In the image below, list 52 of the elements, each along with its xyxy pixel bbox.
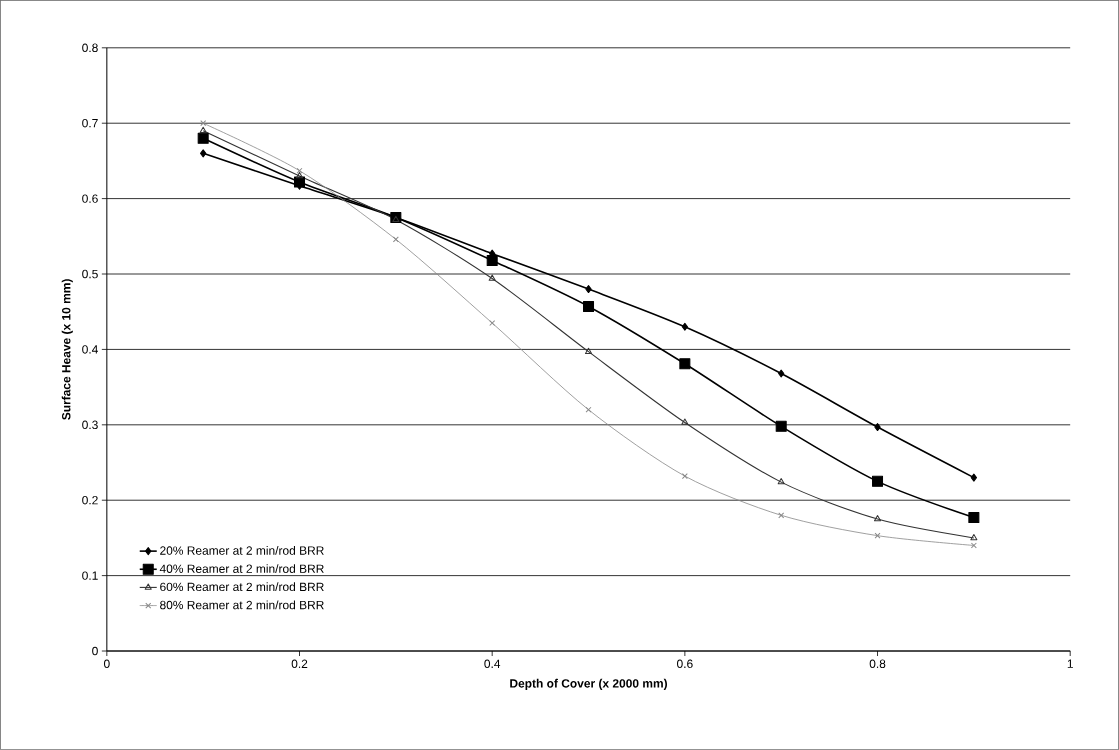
- point: [583, 300, 595, 312]
- legend-label: 60% Reamer at 2 min/rod BRR: [160, 582, 324, 592]
- point: [874, 423, 881, 432]
- point: [775, 420, 787, 432]
- x-tick-label: 0.8: [869, 659, 886, 669]
- point: [296, 167, 303, 174]
- point: [200, 120, 207, 127]
- point: [874, 515, 882, 522]
- point: [488, 274, 496, 281]
- point: [874, 532, 881, 539]
- x-tick-label: 0.4: [484, 659, 501, 669]
- x-tick-label: 0.2: [291, 659, 308, 669]
- point: [970, 533, 978, 541]
- point: [295, 172, 304, 179]
- y-tick-label: 0: [92, 646, 98, 656]
- point: [197, 132, 209, 144]
- y-axis-title: Surface Heave (x 10 mm): [61, 279, 73, 420]
- point: [681, 322, 688, 331]
- point: [585, 285, 592, 294]
- y-tick-label: 0.4: [82, 345, 98, 354]
- point: [200, 149, 207, 158]
- point: [486, 255, 498, 266]
- x-axis-title: Depth of Cover (x 2000 mm): [510, 678, 667, 691]
- x-tick-label: 0: [103, 659, 110, 669]
- y-tick-label: 0.7: [82, 119, 98, 128]
- point: [872, 475, 884, 487]
- point: [199, 126, 207, 134]
- y-tick-label: 0.6: [82, 194, 98, 203]
- x-tick-label: 0.6: [677, 659, 693, 669]
- legend-label: 40% Reamer at 2 min/rod BRR: [159, 564, 324, 574]
- point: [778, 512, 785, 519]
- point: [777, 478, 785, 485]
- y-tick-label: 0.1: [82, 571, 98, 580]
- point: [968, 512, 980, 524]
- y-tick-label: 0.8: [82, 43, 98, 53]
- point: [584, 347, 593, 354]
- y-tick-label: 0.2: [82, 496, 98, 505]
- point: [489, 320, 496, 327]
- y-tick-label: 0.5: [82, 269, 98, 279]
- legend-label: 80% Reamer at 2 min/rod BRR: [160, 600, 324, 610]
- x-tick-label: 1: [1067, 659, 1073, 668]
- point: [392, 236, 399, 243]
- point: [679, 358, 691, 370]
- point: [585, 406, 592, 413]
- point: [970, 473, 977, 482]
- point: [778, 369, 785, 378]
- point: [970, 542, 977, 549]
- legend-label: 20% Reamer at 2 min/rod BRR: [160, 546, 324, 555]
- y-tick-label: 0.3: [82, 420, 98, 430]
- point: [681, 473, 688, 480]
- point: [681, 418, 689, 425]
- point: [294, 176, 306, 188]
